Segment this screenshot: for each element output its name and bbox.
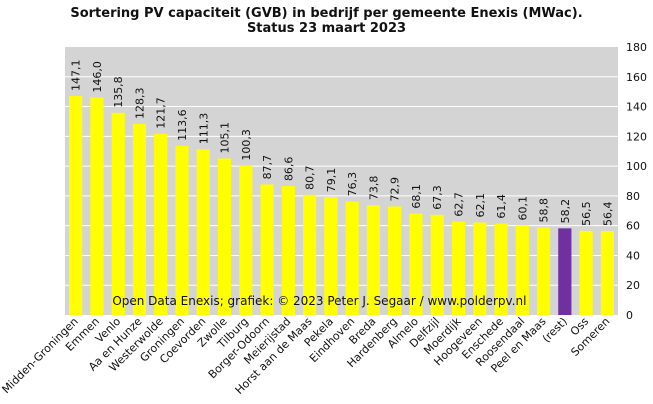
bar — [430, 214, 444, 315]
bar-value-label: 128,3 — [133, 87, 146, 119]
y-tick-label: 80 — [626, 190, 640, 203]
y-tick-label: 160 — [626, 71, 647, 84]
bar — [90, 97, 104, 315]
bar-value-label: 58,8 — [538, 198, 551, 223]
x-category-label: Midden-Groningen — [0, 315, 81, 396]
bar-value-label: 61,4 — [495, 194, 508, 219]
bar — [239, 165, 253, 315]
bar-value-label: 113,6 — [176, 109, 189, 141]
plot-area — [65, 47, 618, 315]
source-annotation: Open Data Enexis; grafiek: © 2023 Peter … — [112, 294, 526, 308]
bar-value-label: 76,3 — [346, 172, 359, 197]
bar-value-label: 68,1 — [410, 184, 423, 209]
bar — [388, 206, 402, 315]
bar — [324, 197, 338, 315]
chart-title-line2: Status 23 maart 2023 — [246, 21, 407, 36]
bar — [515, 225, 529, 315]
y-tick-label: 60 — [626, 220, 640, 233]
bar — [366, 205, 380, 315]
bar-value-label: 62,1 — [474, 193, 487, 218]
bar-value-label: 56,4 — [601, 202, 614, 227]
y-tick-label: 180 — [626, 41, 647, 54]
bar-value-label: 86,6 — [282, 157, 295, 182]
y-tick-label: 120 — [626, 130, 647, 143]
bar — [600, 231, 614, 315]
bar-value-label: 111,3 — [197, 113, 210, 145]
bar-value-label: 87,7 — [261, 155, 274, 180]
bar-value-label: 73,8 — [367, 176, 380, 201]
bar-value-label: 105,1 — [219, 122, 232, 154]
bar-value-label: 100,3 — [240, 129, 253, 161]
bar — [69, 95, 83, 316]
bar — [281, 186, 295, 315]
bar-value-label: 60,1 — [516, 196, 529, 221]
bar — [303, 194, 317, 315]
y-tick-label: 100 — [626, 160, 647, 173]
bar-value-label: 67,3 — [431, 185, 444, 210]
bar — [494, 223, 508, 315]
bar — [579, 230, 593, 315]
bar-value-label: 121,7 — [155, 97, 168, 129]
bar-value-label: 56,5 — [580, 201, 593, 226]
bar-value-label: 62,7 — [452, 192, 465, 217]
bar — [451, 221, 466, 315]
bar-value-label: 135,8 — [112, 76, 125, 108]
value-labels: 147,1 146,0 135,8 128,3 121,7 113,6 111,3 105,1… — [70, 59, 615, 226]
bar — [260, 184, 274, 315]
bar — [132, 123, 147, 315]
y-tick-label: 140 — [626, 101, 647, 114]
bar — [175, 145, 189, 315]
bar — [217, 158, 232, 315]
bar — [154, 133, 168, 315]
bar — [558, 228, 572, 315]
bar-value-label: 80,7 — [304, 165, 317, 190]
bar-value-label: 79,1 — [325, 168, 338, 193]
bar-value-label: 72,9 — [389, 177, 402, 202]
y-tick-label: 0 — [626, 309, 633, 322]
y-tick-label: 40 — [626, 249, 640, 262]
bar-value-label: 146,0 — [91, 61, 104, 93]
chart-title-line1: Sortering PV capaciteit (GVB) in bedrijf… — [70, 6, 583, 21]
chart-title: Sortering PV capaciteit (GVB) in bedrijf… — [0, 6, 653, 36]
bar-value-label: 58,2 — [559, 199, 572, 224]
bar — [111, 112, 125, 315]
bar-value-label: 147,1 — [70, 59, 83, 91]
bar — [345, 201, 359, 315]
bar — [473, 222, 487, 315]
bar — [536, 227, 551, 315]
y-axis-ticks: 0 20 40 60 80 100 120 140 160 180 — [626, 41, 647, 322]
bars — [69, 95, 614, 316]
y-tick-label: 20 — [626, 279, 640, 292]
bar — [196, 149, 210, 315]
x-category-label: (rest) — [540, 315, 570, 345]
bar — [409, 213, 423, 315]
